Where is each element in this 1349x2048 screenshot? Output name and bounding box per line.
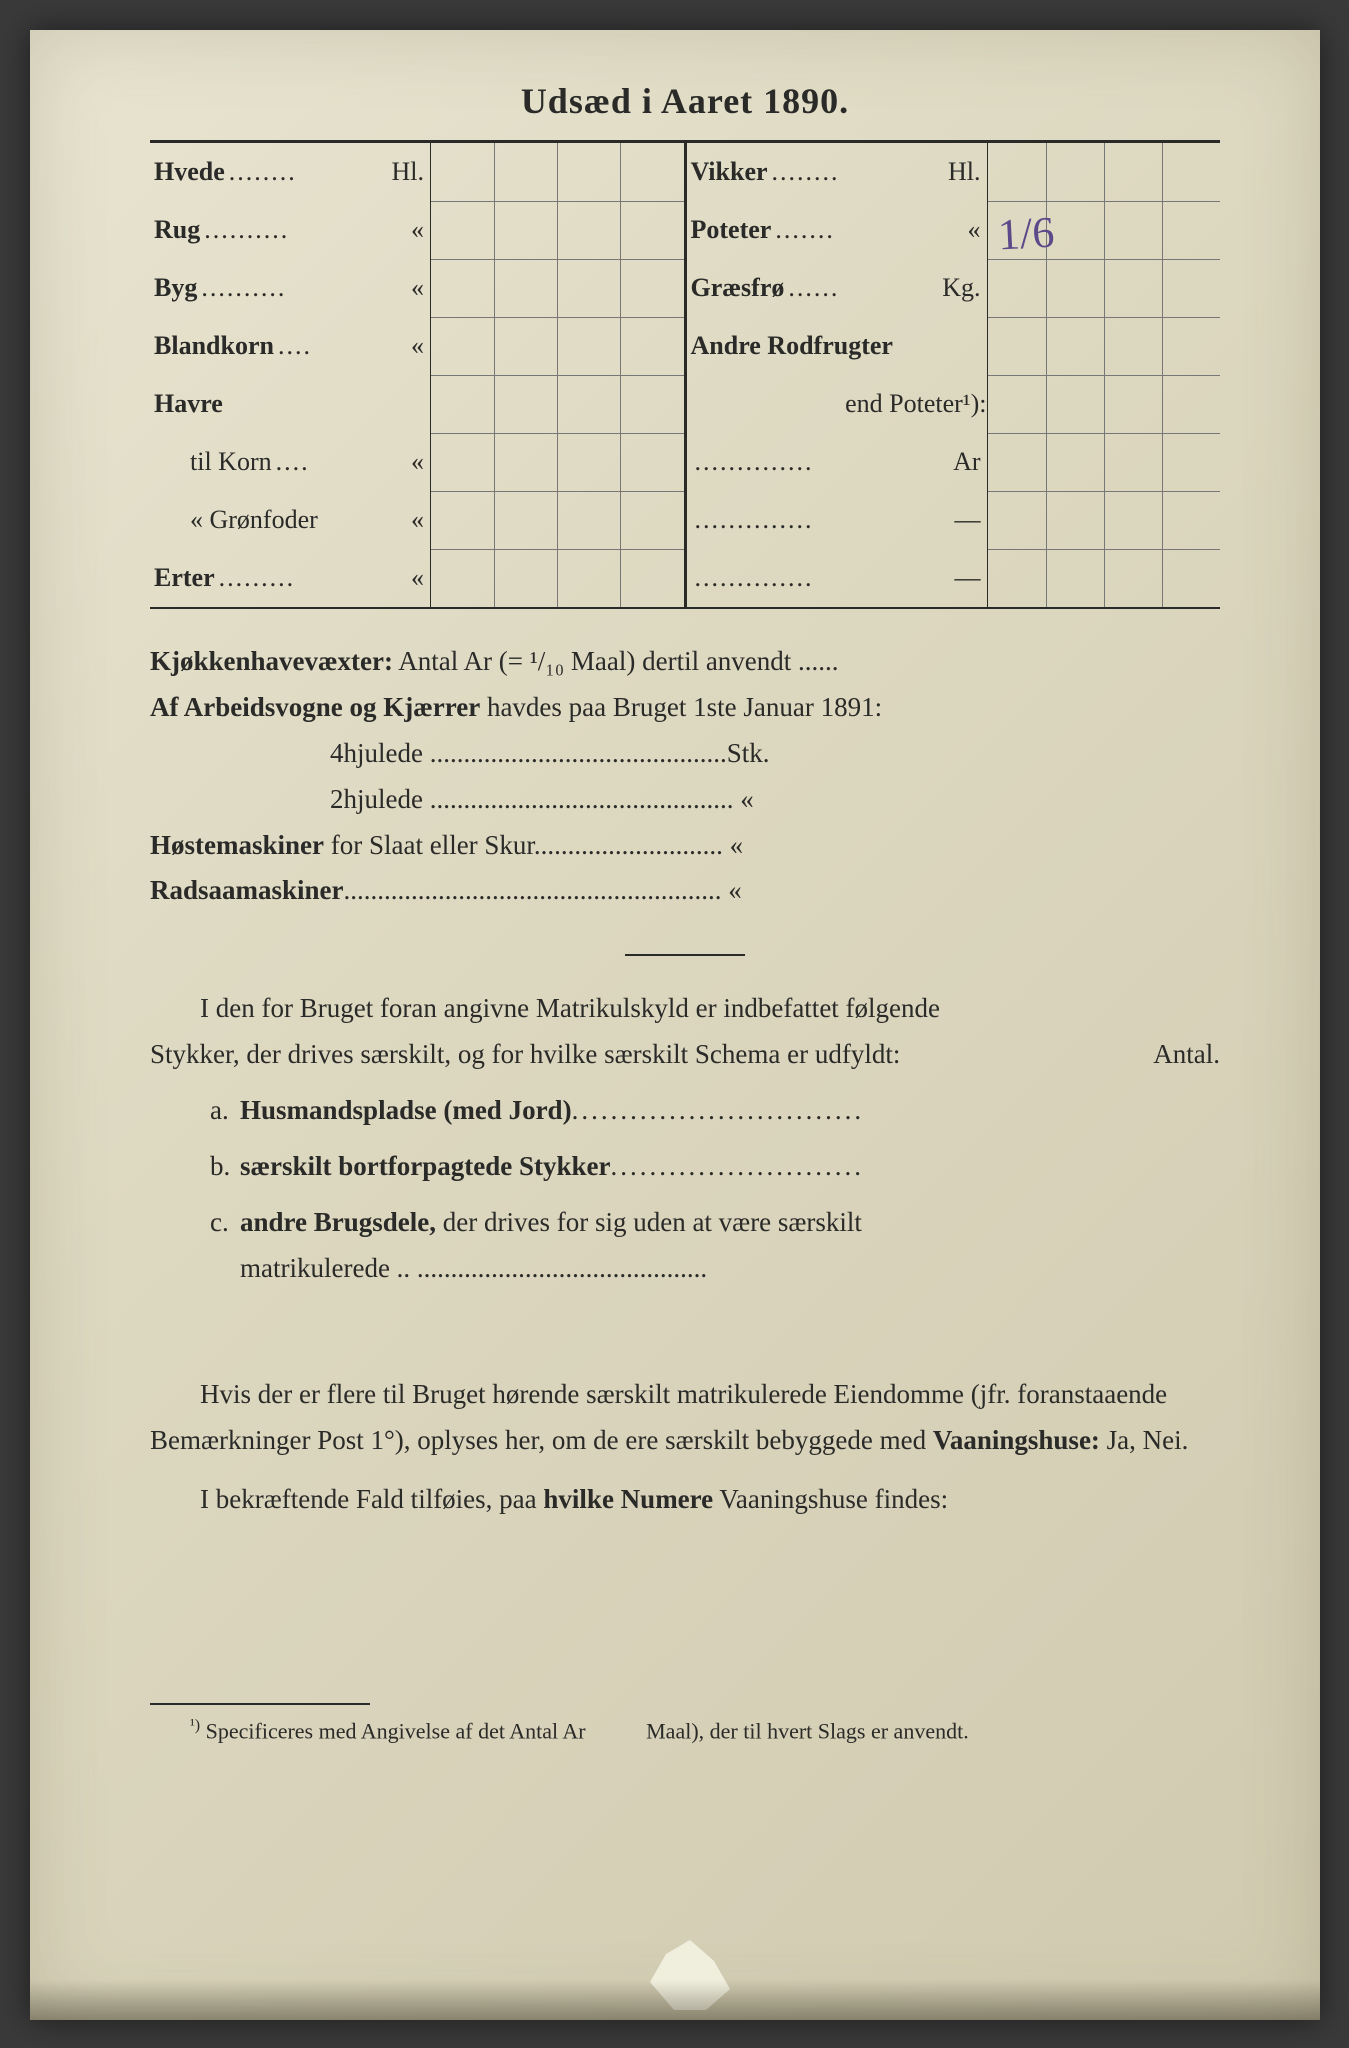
footnote: ¹) Specificeres med Angivelse af det Ant… xyxy=(150,1715,1220,1747)
crop-col-left: Hvede........Hl. Rug..........« Byg.....… xyxy=(150,143,684,607)
crop-row: Poteter.......« xyxy=(687,201,987,259)
section-kitchen-garden: Kjøkkenhavevæxter: Antal Ar (= ¹/₁₀ Maal… xyxy=(150,639,1220,914)
list-item-b: b.særskilt bortforpagtede Stykker.......… xyxy=(210,1144,1220,1190)
line-hostemaskiner: Høstemaskiner for Slaat eller Skur......… xyxy=(150,823,1220,869)
crop-grid-right: 1/6 xyxy=(987,143,1221,607)
crop-row: Erter.........« xyxy=(150,549,430,607)
intro-line-2: Stykker, der drives særskilt, og for hvi… xyxy=(150,1032,1220,1078)
crop-grid-left xyxy=(430,143,684,607)
crop-row: Rug..........« xyxy=(150,201,430,259)
crop-row: Hvede........Hl. xyxy=(150,143,430,201)
crop-labels-left: Hvede........Hl. Rug..........« Byg.....… xyxy=(150,143,430,607)
crop-row: ..............— xyxy=(687,491,987,549)
line-kjokkenhave: Kjøkkenhavevæxter: Antal Ar (= ¹/₁₀ Maal… xyxy=(150,639,1220,685)
crop-row: Andre Rodfrugter xyxy=(687,317,987,375)
crop-table: Hvede........Hl. Rug..........« Byg.....… xyxy=(150,143,1220,609)
section-matrikulskyld: I den for Bruget foran angivne Matrikuls… xyxy=(150,986,1220,1291)
crop-row: Blandkorn....« xyxy=(150,317,430,375)
line-radsaamaskiner: Radsaamaskiner..........................… xyxy=(150,868,1220,914)
separator-rule xyxy=(625,954,745,956)
footnote-rule xyxy=(150,1703,370,1705)
crop-row: « Grønfoder« xyxy=(150,491,430,549)
crop-row: Græsfrø......Kg. xyxy=(687,259,987,317)
crop-row: ..............Ar xyxy=(687,433,987,491)
intro-line-1: I den for Bruget foran angivne Matrikuls… xyxy=(150,986,1220,1032)
list-item-c: c.andre Brugsdele, der drives for sig ud… xyxy=(210,1200,1220,1246)
crop-row: Vikker........Hl. xyxy=(687,143,987,201)
para-eiendomme: Hvis der er flere til Bruget hørende sær… xyxy=(150,1372,1220,1464)
document-page: Udsæd i Aaret 1890. Hvede........Hl. Rug… xyxy=(30,30,1320,2020)
crop-row: end Poteter¹): xyxy=(687,375,987,433)
handwritten-poteter-value: 1/6 xyxy=(996,207,1055,261)
line-2hjulede: 2hjulede ...............................… xyxy=(150,777,1220,823)
crop-row: til Korn....« xyxy=(150,433,430,491)
line-4hjulede: 4hjulede ...............................… xyxy=(150,731,1220,777)
section-vaaningshuse: Hvis der er flere til Bruget hørende sær… xyxy=(150,1372,1220,1524)
para-bekraeftende: I bekræftende Fald tilføies, paa hvilke … xyxy=(150,1477,1220,1523)
crop-labels-right: Vikker........Hl. Poteter.......« Græsfr… xyxy=(687,143,987,607)
crop-col-right: Vikker........Hl. Poteter.......« Græsfr… xyxy=(687,143,1221,607)
crop-row: Havre xyxy=(150,375,430,433)
line-arbeidsvogne: Af Arbeidsvogne og Kjærrer havdes paa Br… xyxy=(150,685,1220,731)
crop-row: Byg..........« xyxy=(150,259,430,317)
edge-grime xyxy=(30,1980,1320,2020)
page-title: Udsæd i Aaret 1890. xyxy=(150,80,1220,122)
list-item-a: a.Husmandspladse (med Jord).............… xyxy=(210,1088,1220,1134)
list-item-c-cont: matrikulerede .. .......................… xyxy=(240,1246,1220,1292)
crop-row: ..............— xyxy=(687,549,987,607)
